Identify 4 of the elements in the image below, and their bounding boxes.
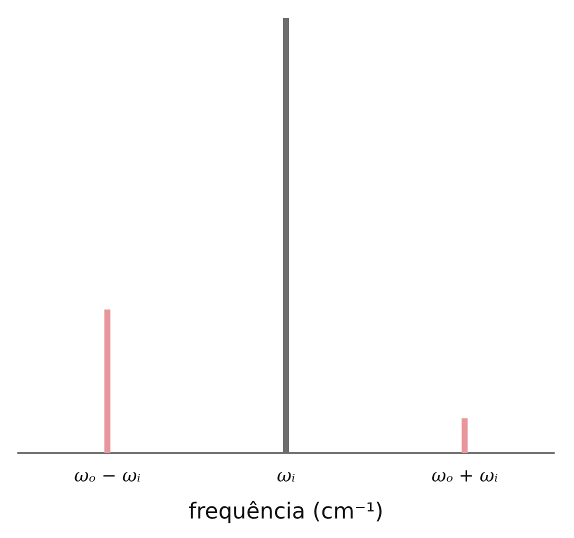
x-tick-label: ωᵢ bbox=[276, 466, 296, 486]
x-tick-label: ωₒ − ωᵢ bbox=[74, 466, 141, 486]
x-axis-title: frequência (cm⁻¹) bbox=[188, 500, 384, 524]
x-tick-label: ωₒ + ωᵢ bbox=[431, 466, 498, 486]
